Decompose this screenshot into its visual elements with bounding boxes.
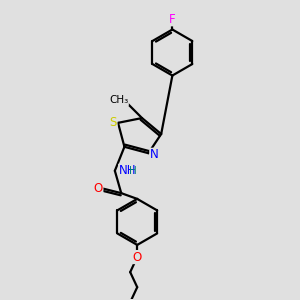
Text: O: O bbox=[133, 250, 142, 264]
Text: F: F bbox=[169, 13, 176, 26]
Text: NH: NH bbox=[119, 164, 136, 177]
Text: CH₃: CH₃ bbox=[109, 95, 128, 106]
Text: H: H bbox=[129, 166, 137, 176]
Text: N: N bbox=[150, 148, 158, 161]
Text: O: O bbox=[94, 182, 103, 195]
Text: S: S bbox=[110, 116, 117, 129]
